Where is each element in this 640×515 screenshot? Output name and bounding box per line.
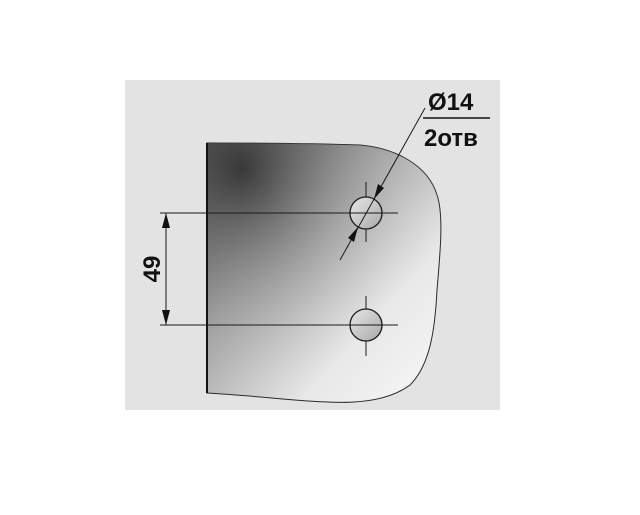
hole-count-label: 2отв [424,125,478,152]
diameter-arrow-upper [374,184,384,199]
spacing-arrow-bottom [162,310,170,325]
hole-diameter-label: Ø14 [428,89,474,116]
diameter-arrow-lower [348,227,358,242]
spacing-arrow-top [162,213,170,228]
plate-shading [207,143,441,403]
spacing-label: 49 [139,256,166,283]
